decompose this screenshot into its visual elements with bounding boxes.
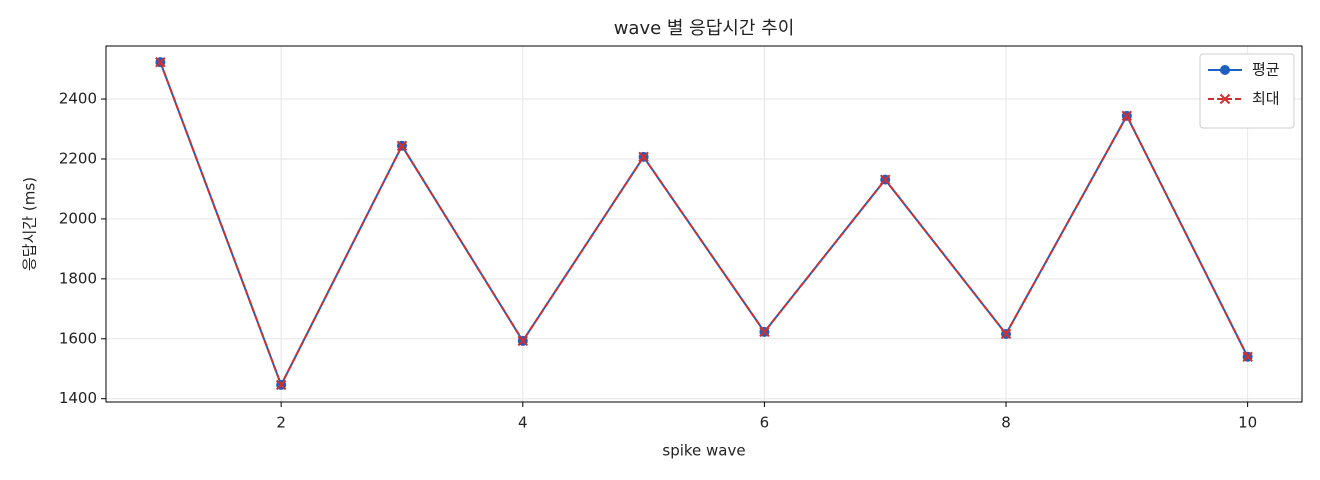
x-tick-label: 6 — [760, 414, 770, 432]
marker — [638, 151, 649, 163]
marker — [275, 379, 287, 391]
plot-frame — [105, 45, 1303, 403]
marker-cross — [880, 174, 891, 185]
marker-cross — [517, 335, 528, 347]
legend-box — [1199, 53, 1295, 129]
legend-label: 평균 — [1252, 61, 1280, 79]
marker — [155, 56, 166, 68]
marker — [517, 335, 528, 347]
marker-cross — [1000, 328, 1012, 340]
marker-cross — [759, 326, 770, 338]
legend-label: 최대 — [1252, 90, 1280, 108]
marker-cross — [155, 56, 166, 68]
y-tick-label: 2200 — [59, 149, 97, 167]
chart-title: wave 별 응답시간 추이 — [614, 18, 795, 39]
y-tick-label: 1600 — [59, 329, 97, 347]
x-tick-label: 2 — [276, 414, 286, 432]
marker — [1000, 328, 1012, 340]
marker — [880, 174, 891, 185]
y-tick-label: 1800 — [59, 269, 97, 287]
series-line — [159, 61, 1249, 388]
marker — [1219, 93, 1231, 105]
series-line — [159, 61, 1249, 388]
marker — [1242, 351, 1253, 362]
y-tick-label: 1400 — [59, 389, 97, 407]
y-tick-label: 2000 — [59, 209, 97, 227]
y-axis-label: 응답시간 (ms) — [21, 177, 39, 271]
marker-cross — [275, 379, 287, 391]
marker-cross — [1219, 93, 1231, 105]
x-tick-label: 10 — [1238, 414, 1257, 432]
x-axis-label: spike wave — [662, 442, 745, 460]
marker-cross — [1242, 351, 1253, 362]
x-tick-label: 8 — [1001, 414, 1011, 432]
marker-cross — [396, 140, 408, 151]
marker — [1220, 65, 1230, 75]
marker — [396, 140, 408, 151]
x-tick-label: 4 — [518, 414, 528, 432]
y-tick-label: 2400 — [59, 90, 97, 108]
marker — [1121, 110, 1133, 122]
marker-cross — [1121, 110, 1133, 122]
marker — [759, 326, 770, 338]
marker-cross — [638, 151, 649, 163]
